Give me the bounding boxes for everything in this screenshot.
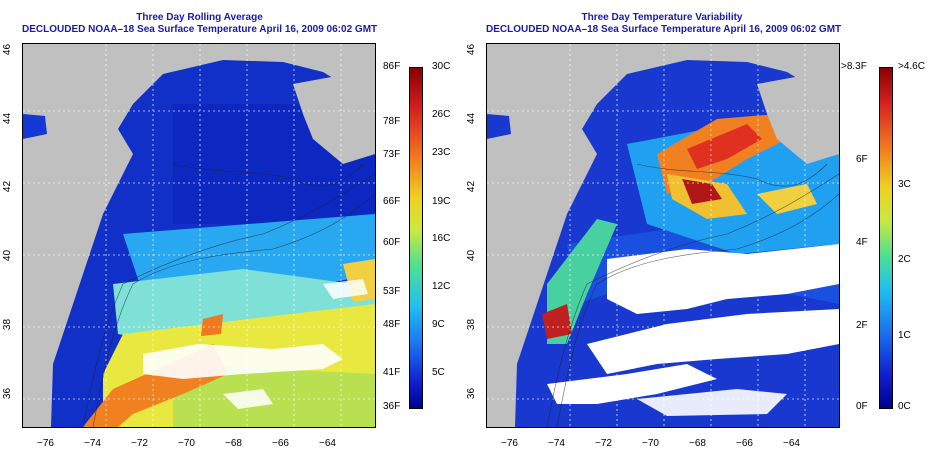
right-cbar-c-1: 3C (898, 179, 911, 190)
left-lat-tick-46: 46 (2, 43, 14, 56)
left-lon-tick-68: −68 (225, 438, 242, 449)
left-cbar-c-3: 19C (432, 196, 451, 207)
left-lon-tick-76: −76 (37, 438, 54, 449)
right-cbar-f-0: >8.3F (841, 61, 867, 72)
left-lon-tick-70: −70 (178, 438, 195, 449)
right-cbar-c-0: >4.6C (898, 61, 925, 72)
left-cbar-f-0: 86F (383, 61, 401, 72)
left-subtitle: DECLOUDED NOAA–18 Sea Surface Temperatur… (22, 24, 378, 35)
left-colorbar (409, 67, 423, 409)
left-cbar-c-2: 23C (432, 147, 451, 158)
left-cbar-c-0: 30C (432, 61, 451, 72)
left-lat-tick-44: 44 (2, 112, 14, 125)
right-lat-tick-44: 44 (466, 112, 478, 125)
right-cbar-f-1: 6F (856, 154, 868, 165)
left-lat-tick-42: 42 (2, 180, 14, 193)
depth-contours (546, 163, 839, 427)
left-cbar-f-5: 53F (383, 286, 401, 297)
left-cbar-c-5: 12C (432, 281, 451, 292)
right-cbar-c-2: 2C (898, 254, 911, 265)
right-cbar-f-3: 2F (856, 320, 868, 331)
right-cbar-f-4: 0F (856, 401, 868, 412)
right-variability-map (486, 43, 840, 428)
right-subtitle: DECLOUDED NOAA–18 Sea Surface Temperatur… (486, 24, 842, 35)
right-title: Three Day Temperature Variability (581, 12, 743, 23)
land-mass (23, 44, 375, 427)
right-lon-tick-68: −68 (689, 438, 706, 449)
nova-scotia (293, 69, 375, 164)
right-lat-tick-46: 46 (466, 43, 478, 56)
right-lat-tick-42: 42 (466, 180, 478, 193)
left-sst-map (22, 43, 376, 428)
left-cbar-f-1: 78F (383, 116, 401, 127)
left-lon-tick-72: −72 (131, 438, 148, 449)
nova-scotia (757, 69, 839, 164)
cloud-mask (607, 244, 839, 314)
right-lon-tick-70: −70 (642, 438, 659, 449)
left-lat-tick-40: 40 (2, 249, 14, 262)
right-cbar-c-3: 1C (898, 330, 911, 341)
left-cbar-f-8: 36F (383, 401, 401, 412)
right-lat-tick-36: 36 (466, 387, 478, 400)
right-cbar-c-4: 0C (898, 401, 911, 412)
left-cbar-f-6: 48F (383, 319, 401, 330)
left-lon-tick-66: −66 (272, 438, 289, 449)
right-colorbar (879, 67, 893, 409)
left-lat-tick-36: 36 (2, 387, 14, 400)
right-lon-tick-74: −74 (548, 438, 565, 449)
left-cbar-c-6: 9C (432, 319, 445, 330)
cloud-mask (143, 344, 343, 379)
left-lon-tick-64: −64 (319, 438, 336, 449)
left-cbar-f-7: 41F (383, 367, 401, 378)
left-cbar-f-4: 60F (383, 237, 401, 248)
right-cbar-f-2: 4F (856, 237, 868, 248)
left-lat-tick-38: 38 (2, 318, 14, 331)
cyan-band (123, 214, 375, 294)
left-lon-tick-74: −74 (84, 438, 101, 449)
left-map-graphic (23, 44, 375, 427)
left-cbar-f-2: 73F (383, 149, 401, 160)
right-lon-tick-66: −66 (736, 438, 753, 449)
left-cbar-c-4: 16C (432, 233, 451, 244)
lat-lon-grid (23, 44, 375, 427)
hotspot-red (682, 179, 722, 204)
left-cbar-c-7: 5C (432, 367, 445, 378)
right-lon-tick-76: −76 (501, 438, 518, 449)
left-cbar-c-1: 26C (432, 109, 451, 120)
depth-contours (82, 163, 375, 427)
right-map-graphic (487, 44, 839, 427)
left-title: Three Day Rolling Average (136, 12, 263, 23)
left-cbar-f-3: 66F (383, 196, 401, 207)
right-lon-tick-64: −64 (783, 438, 800, 449)
right-lon-tick-72: −72 (595, 438, 612, 449)
right-lat-tick-38: 38 (466, 318, 478, 331)
right-lat-tick-40: 40 (466, 249, 478, 262)
land-mass (487, 44, 839, 427)
lat-lon-grid (487, 44, 839, 427)
